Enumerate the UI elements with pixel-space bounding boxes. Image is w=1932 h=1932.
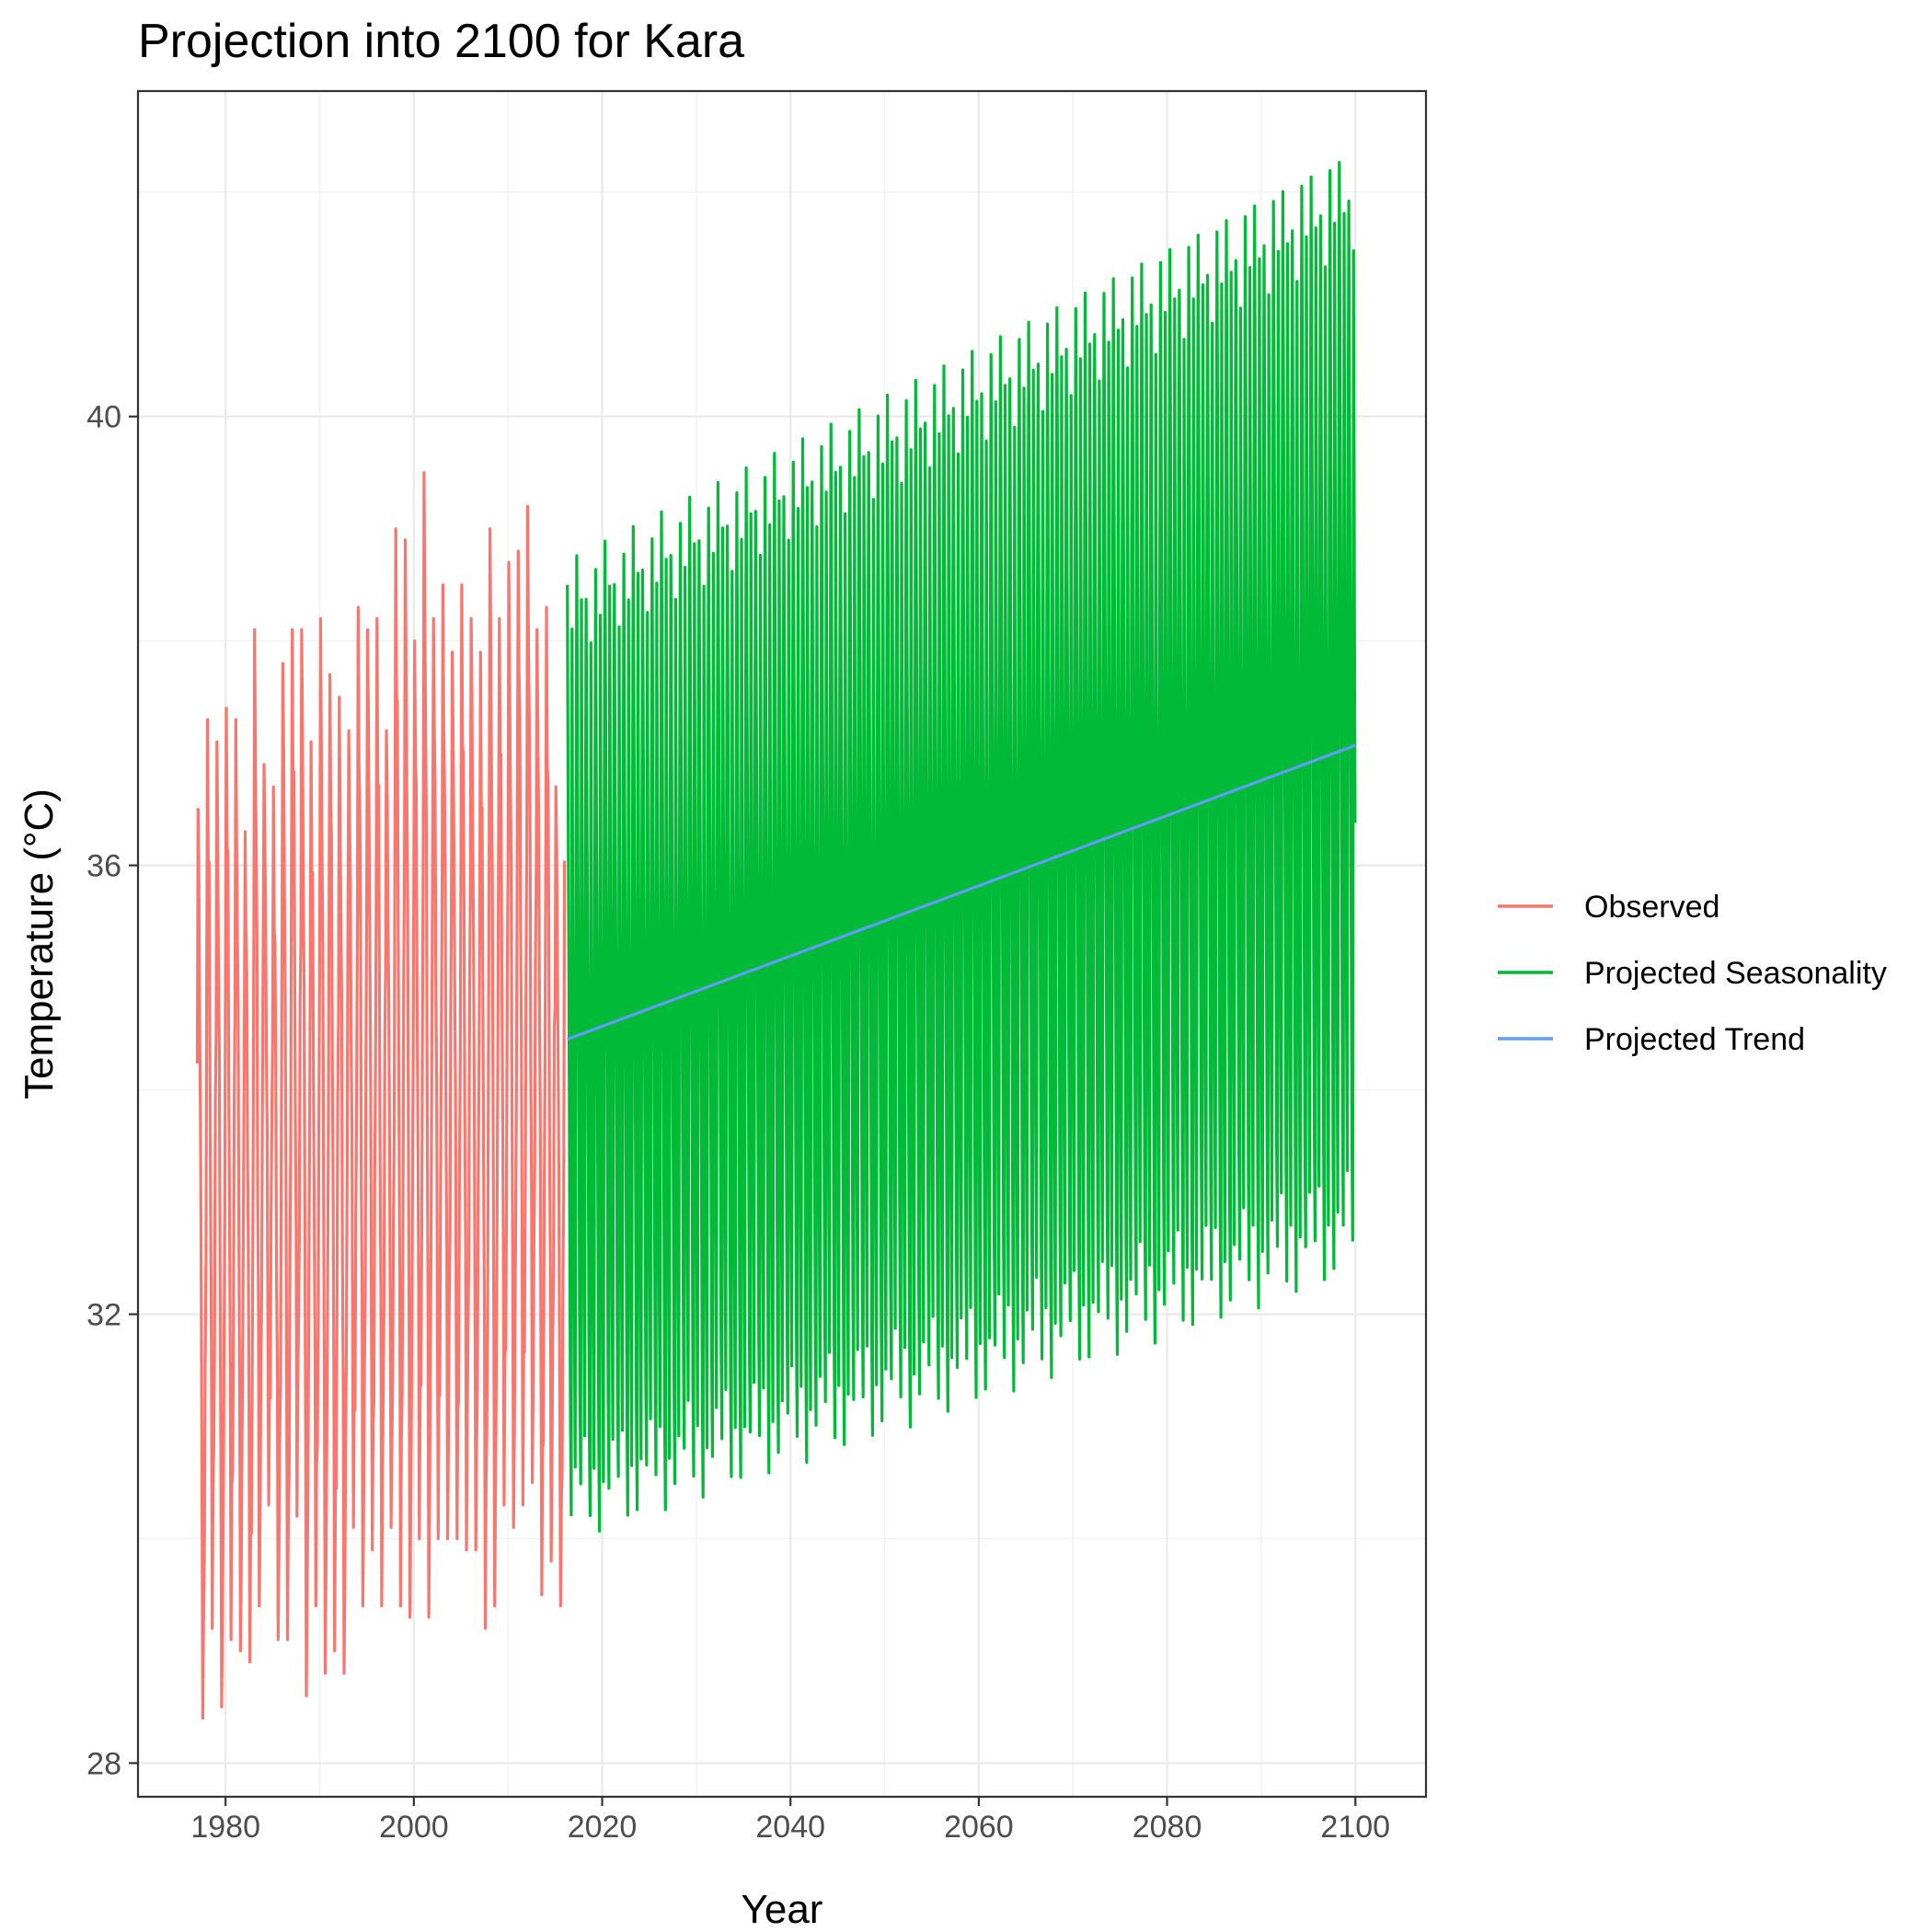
x-tick-label: 1980 [190,1810,260,1845]
x-tick-label: 2020 [568,1810,638,1845]
x-axis: 1980 2000 2020 2040 2060 2080 2100 [190,1797,1390,1845]
legend: Observed Projected Seasonality Projected T… [1498,890,1887,1057]
y-tick-label: 36 [86,849,121,884]
y-tick-label: 32 [86,1298,121,1333]
series-line-observed [195,471,567,1720]
x-tick-label: 2040 [755,1810,825,1845]
x-tick-label: 2060 [944,1810,1014,1845]
chart-title: Projection into 2100 for Kara [138,15,744,68]
x-tick-label: 2080 [1133,1810,1202,1845]
legend-label: Observed [1584,890,1719,925]
x-tick-label: 2100 [1320,1810,1390,1845]
y-axis-title: Temperature (°C) [17,788,62,1099]
x-tick-label: 2000 [379,1810,449,1845]
legend-label: Projected Seasonality [1584,956,1887,991]
y-tick-label: 40 [86,400,121,435]
plot-panel [136,89,1428,1799]
y-tick-label: 28 [86,1746,121,1781]
panel-border [136,89,1428,1799]
x-axis-title: Year [742,1887,823,1932]
series-layer [195,161,1357,1720]
series-line-projected-seasonality [566,161,1357,1533]
legend-label: Projected Trend [1584,1022,1805,1057]
y-axis: 28 32 36 40 [86,400,138,1781]
series-line-projected-trend [567,743,1356,1041]
